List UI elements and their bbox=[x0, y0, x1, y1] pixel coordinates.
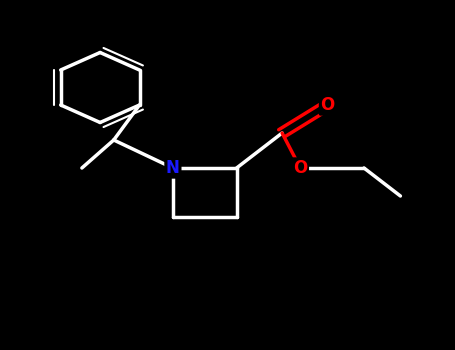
Text: O: O bbox=[320, 96, 335, 114]
Text: O: O bbox=[293, 159, 308, 177]
Text: N: N bbox=[166, 159, 180, 177]
